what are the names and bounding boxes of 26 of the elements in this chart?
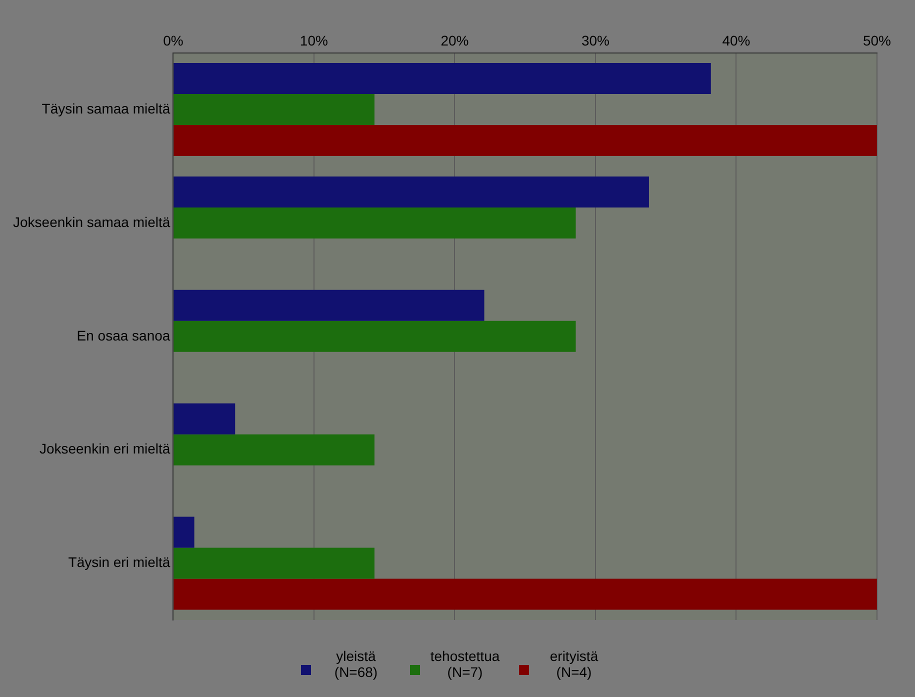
y-tick-label: Täysin samaa mieltä (42, 100, 170, 116)
y-tick-label: Täysin eri mieltä (68, 554, 170, 570)
bar (174, 125, 877, 156)
legend-label: tehostettua (N=7) (429, 648, 501, 680)
x-tick-label: 40% (722, 32, 750, 48)
bar (174, 320, 576, 352)
bar (174, 176, 649, 208)
bar (174, 516, 194, 548)
x-tick-label: 0% (163, 32, 184, 48)
legend-label: yleistä (N=68) (333, 648, 379, 680)
legend-label: erityistä (N=4) (548, 648, 600, 680)
x-tick-label: 10% (300, 32, 328, 48)
bar (174, 94, 374, 126)
bar (174, 434, 374, 466)
x-tick-label: 30% (581, 32, 610, 48)
bar (174, 63, 711, 94)
x-tick-label: 50% (862, 32, 892, 48)
y-tick-label: Jokseenkin samaa mieltä (13, 214, 170, 230)
x-tick-label: 20% (440, 32, 469, 48)
bar (174, 578, 877, 610)
bar (174, 403, 236, 434)
bar (174, 548, 374, 579)
y-tick-label: En osaa sanoa (76, 327, 170, 344)
bar (174, 290, 484, 321)
bar (174, 207, 576, 238)
y-tick-label: Jokseenkin eri mieltä (39, 440, 170, 457)
